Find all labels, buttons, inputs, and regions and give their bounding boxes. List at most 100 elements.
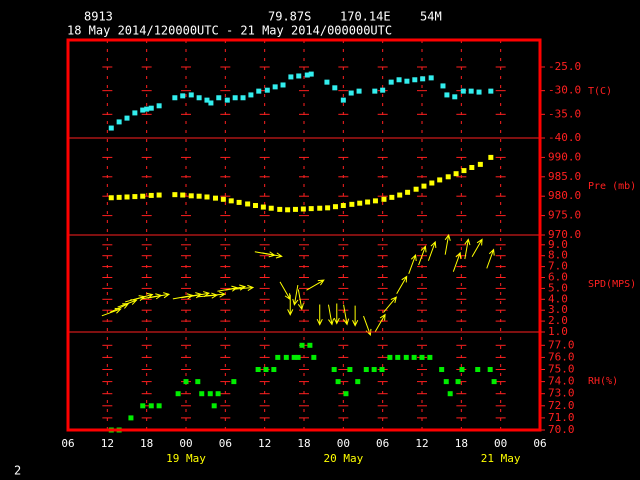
- wind-arrow: [306, 279, 325, 291]
- wind-arrow: [343, 304, 350, 326]
- data-point: [140, 193, 146, 199]
- y-tick-label: -40.0: [548, 131, 581, 144]
- data-point: [357, 200, 363, 206]
- data-point: [475, 367, 481, 373]
- frame: [66, 38, 542, 432]
- data-point: [207, 391, 213, 397]
- data-point: [455, 379, 461, 385]
- data-point: [404, 78, 410, 84]
- data-point: [477, 161, 483, 167]
- y-tick-label: 70.0: [548, 423, 575, 436]
- date-label: 21 May: [481, 452, 521, 465]
- data-point: [411, 354, 417, 360]
- data-point: [307, 342, 313, 348]
- y-tick-label: -35.0: [548, 107, 581, 120]
- data-point: [275, 354, 281, 360]
- wind-arrow: [101, 307, 122, 317]
- data-point: [395, 354, 401, 360]
- data-point: [271, 367, 277, 373]
- wind-arrow: [486, 248, 495, 269]
- wind-arrow: [333, 303, 340, 325]
- data-point: [255, 367, 261, 373]
- data-point: [196, 95, 202, 101]
- data-point: [156, 103, 162, 109]
- data-point: [340, 203, 346, 209]
- page-number: 2: [14, 464, 21, 478]
- wind-arrow: [352, 305, 359, 327]
- data-point: [428, 75, 434, 81]
- wind-arrow: [109, 303, 130, 313]
- station-id: 8913: [84, 10, 113, 24]
- data-point: [387, 354, 393, 360]
- period: 18 May 2014/120000UTC - 21 May 2014/0000…: [67, 24, 392, 38]
- y-tick-label: 8.0: [548, 249, 568, 262]
- data-point: [220, 196, 226, 202]
- data-point: [447, 391, 453, 397]
- data-point: [365, 199, 371, 205]
- data-point: [296, 73, 302, 79]
- data-point: [389, 194, 395, 200]
- wind-arrow: [396, 275, 408, 295]
- y-tick-label: 71.0: [548, 411, 575, 424]
- wind-arrow: [418, 245, 427, 266]
- data-point: [277, 206, 283, 212]
- y-tick-label: 74.0: [548, 375, 575, 388]
- wind-arrow: [261, 252, 283, 259]
- y-tick-label: 7.0: [548, 260, 568, 273]
- y-tick-label: 980.0: [548, 189, 581, 202]
- data-point: [445, 174, 451, 180]
- data-point: [295, 354, 301, 360]
- y-tick-label: -30.0: [548, 84, 581, 97]
- wind-arrow: [297, 289, 304, 311]
- data-point: [208, 100, 214, 106]
- data-point: [299, 342, 305, 348]
- data-point: [124, 194, 130, 200]
- data-point: [188, 92, 194, 98]
- data-point: [317, 205, 323, 211]
- data-point: [292, 206, 298, 212]
- data-point: [252, 203, 258, 209]
- data-point: [459, 367, 465, 373]
- data-point: [156, 192, 162, 198]
- wind-arrow: [408, 253, 417, 274]
- data-point: [140, 403, 146, 409]
- data-point: [300, 206, 306, 212]
- data-point: [144, 106, 150, 112]
- data-point: [304, 72, 310, 78]
- data-point: [148, 192, 154, 198]
- y-tick-label: 1.0: [548, 325, 568, 338]
- data-point: [371, 367, 377, 373]
- data-point: [245, 201, 251, 207]
- y-tick-label: 985.0: [548, 170, 581, 183]
- data-point: [413, 186, 419, 192]
- data-point: [236, 199, 242, 205]
- data-point: [232, 95, 238, 101]
- y-axis-label: Pre (mb): [588, 181, 636, 192]
- data-point: [288, 74, 294, 80]
- wind-arrow: [316, 304, 323, 326]
- data-point: [264, 87, 270, 93]
- data-point: [335, 379, 341, 385]
- data-point: [116, 194, 122, 200]
- x-tick-label: 06: [219, 437, 232, 450]
- data-point: [419, 354, 425, 360]
- y-tick-label: 2.0: [548, 314, 568, 327]
- data-point: [403, 354, 409, 360]
- data-point: [308, 71, 314, 77]
- wind-arrow: [427, 240, 437, 261]
- wind-arrow: [233, 284, 255, 292]
- data-point: [132, 110, 138, 116]
- x-tick-label: 18: [140, 437, 153, 450]
- data-point: [405, 189, 411, 195]
- wind-arrow: [444, 233, 451, 255]
- data-point: [324, 79, 330, 85]
- data-point: [356, 88, 362, 94]
- data-point: [260, 204, 266, 210]
- wind-arrow: [452, 251, 462, 272]
- data-point: [453, 171, 459, 177]
- data-point: [231, 379, 237, 385]
- x-tick-label: 06: [61, 437, 74, 450]
- data-point: [469, 164, 475, 170]
- y-tick-label: 975.0: [548, 209, 581, 222]
- y-tick-label: 75.0: [548, 363, 575, 376]
